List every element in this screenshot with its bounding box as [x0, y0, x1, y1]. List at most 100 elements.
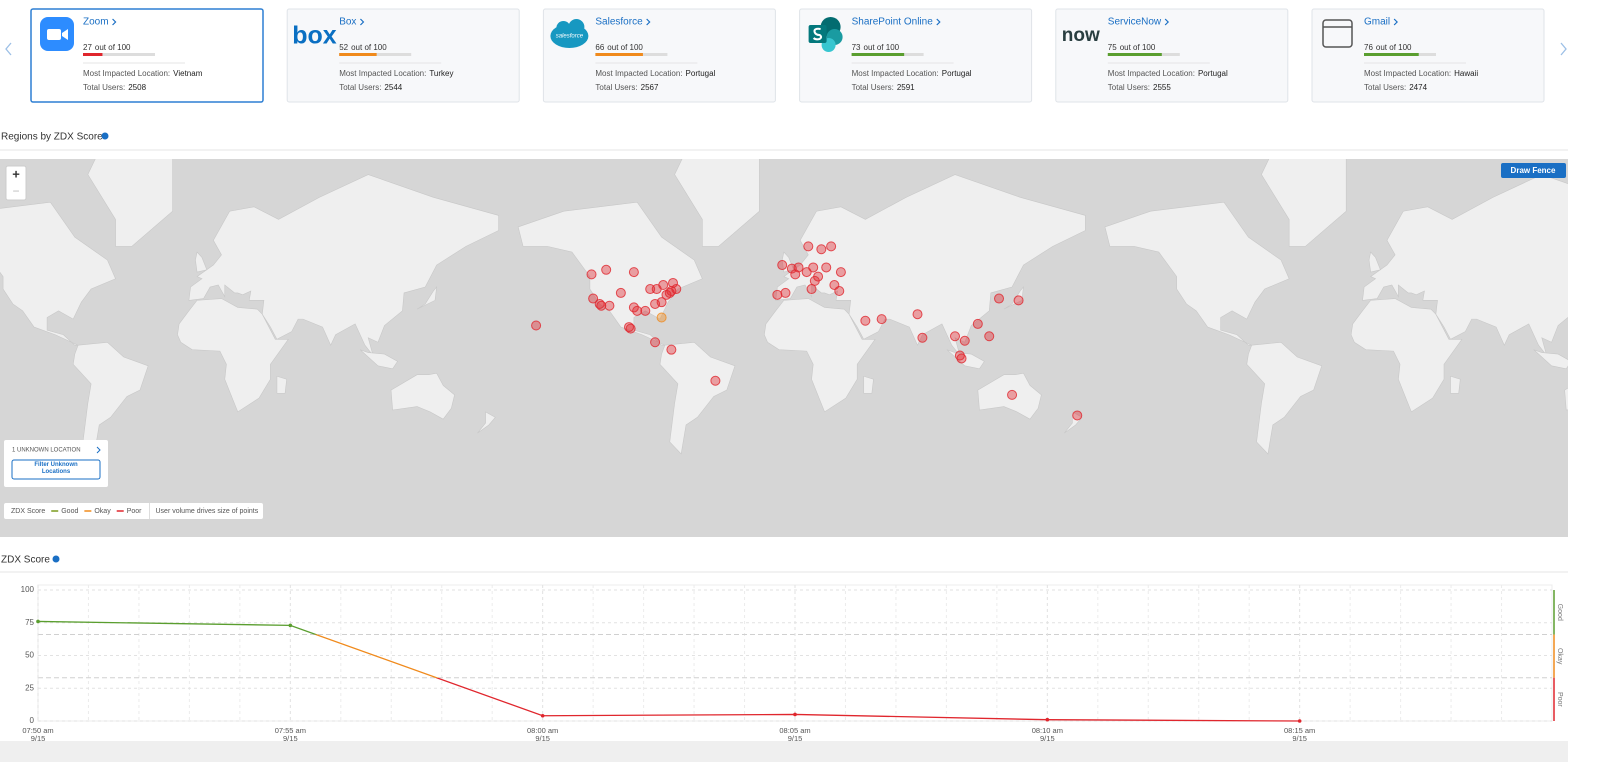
location-point[interactable]: [826, 241, 837, 252]
location-point[interactable]: [632, 305, 643, 316]
location-point[interactable]: [531, 320, 542, 331]
location-point[interactable]: [666, 344, 677, 355]
chevron[interactable]: [1164, 18, 1170, 26]
location-point[interactable]: [917, 332, 928, 343]
location-point[interactable]: [816, 244, 827, 255]
landmass: [177, 298, 289, 413]
filter-button[interactable]: [11, 459, 101, 480]
score-point[interactable]: [36, 619, 40, 624]
location: Turkey: [429, 69, 453, 78]
location-point[interactable]: [809, 275, 820, 286]
location-point[interactable]: [624, 322, 634, 333]
chevron[interactable]: [646, 18, 651, 26]
draw-fence-label[interactable]: Draw Fence: [1511, 166, 1556, 175]
filter-label-box[interactable]: Filter Unknown Locations: [12, 460, 100, 479]
chevron[interactable]: [936, 18, 941, 26]
location-point[interactable]: [1072, 410, 1083, 421]
location-point[interactable]: [628, 267, 639, 278]
location-point[interactable]: [772, 289, 783, 300]
location-point[interactable]: [808, 262, 819, 273]
location-point[interactable]: [959, 335, 970, 346]
location-point[interactable]: [806, 284, 817, 295]
location-point[interactable]: [1013, 295, 1024, 306]
zoom-out[interactable]: −: [12, 184, 19, 198]
location-point[interactable]: [803, 241, 814, 252]
score: 52: [339, 43, 348, 52]
landmass: [87, 159, 173, 247]
users: 2474: [1409, 83, 1427, 92]
chevron[interactable]: [112, 18, 117, 26]
landmass: [1350, 298, 1463, 413]
app-name[interactable]: Salesforce: [595, 17, 643, 28]
location-point[interactable]: [876, 314, 887, 325]
location-point[interactable]: [668, 277, 679, 288]
location-point[interactable]: [656, 312, 667, 323]
location-point[interactable]: [860, 315, 871, 326]
location-point[interactable]: [835, 267, 846, 278]
landmass: [1564, 387, 1568, 411]
location-point[interactable]: [640, 305, 651, 316]
icon-glyph: [62, 29, 68, 40]
location-point[interactable]: [615, 287, 626, 298]
location-point[interactable]: [586, 269, 597, 280]
app-name[interactable]: Box: [339, 17, 356, 28]
carousel-prev[interactable]: [5, 42, 12, 56]
location-point[interactable]: [950, 331, 960, 342]
location-label: Most Impacted Location:: [339, 69, 426, 78]
location-point[interactable]: [671, 284, 682, 295]
x-tick-date: 9/15: [1040, 734, 1055, 743]
location-point[interactable]: [956, 353, 967, 364]
location-point[interactable]: [994, 293, 1005, 304]
filter-label[interactable]: Filter Unknown Locations: [34, 462, 78, 475]
zoom-in[interactable]: +: [12, 166, 20, 181]
app-name[interactable]: ServiceNow: [1108, 17, 1162, 28]
location-point[interactable]: [984, 331, 995, 342]
users: 2591: [897, 83, 915, 92]
location-point[interactable]: [793, 262, 804, 273]
location: Portugal: [686, 69, 716, 78]
draw-fence-button[interactable]: [1501, 163, 1566, 178]
score-point[interactable]: [1045, 717, 1050, 722]
x-tick-label: 07:50 am: [22, 726, 53, 735]
location-point[interactable]: [954, 350, 965, 361]
carousel-next[interactable]: [1560, 42, 1567, 56]
location-point[interactable]: [972, 318, 983, 329]
score-point[interactable]: [288, 623, 293, 628]
location-label: Most Impacted Location:: [1364, 69, 1451, 78]
app-name[interactable]: Zoom: [83, 17, 109, 28]
location-point[interactable]: [625, 323, 636, 334]
location-point[interactable]: [821, 262, 832, 273]
location-point[interactable]: [834, 285, 845, 296]
location-point[interactable]: [777, 260, 788, 271]
users-label: Total Users:: [83, 83, 125, 92]
users-label: Total Users:: [1108, 83, 1150, 92]
info-icon[interactable]: [101, 132, 109, 140]
chevron[interactable]: [1393, 18, 1398, 26]
info-icon[interactable]: [52, 555, 60, 563]
location-point[interactable]: [596, 300, 607, 311]
location-point[interactable]: [912, 309, 923, 320]
score-point[interactable]: [793, 712, 797, 717]
location-point[interactable]: [1007, 389, 1018, 400]
location-point[interactable]: [601, 264, 612, 275]
app-name[interactable]: SharePoint Online: [852, 17, 934, 28]
chevron[interactable]: [360, 18, 365, 26]
location-point[interactable]: [658, 280, 669, 291]
location-point[interactable]: [780, 287, 791, 298]
location-point[interactable]: [588, 293, 599, 304]
location-point[interactable]: [650, 337, 661, 348]
band-label: Good: [1556, 604, 1563, 621]
icon-bg: [556, 21, 571, 35]
users-label: Total Users:: [339, 83, 381, 92]
location-point[interactable]: [604, 300, 615, 311]
location-point[interactable]: [656, 297, 667, 308]
score-point[interactable]: [1297, 719, 1302, 723]
score-bar: [851, 53, 905, 56]
score-track: [83, 53, 155, 56]
location-point[interactable]: [710, 375, 721, 386]
legend-label: Good: [61, 508, 78, 515]
score-point[interactable]: [540, 713, 545, 718]
app-name[interactable]: Gmail: [1364, 17, 1390, 28]
chevron[interactable]: [96, 446, 101, 454]
